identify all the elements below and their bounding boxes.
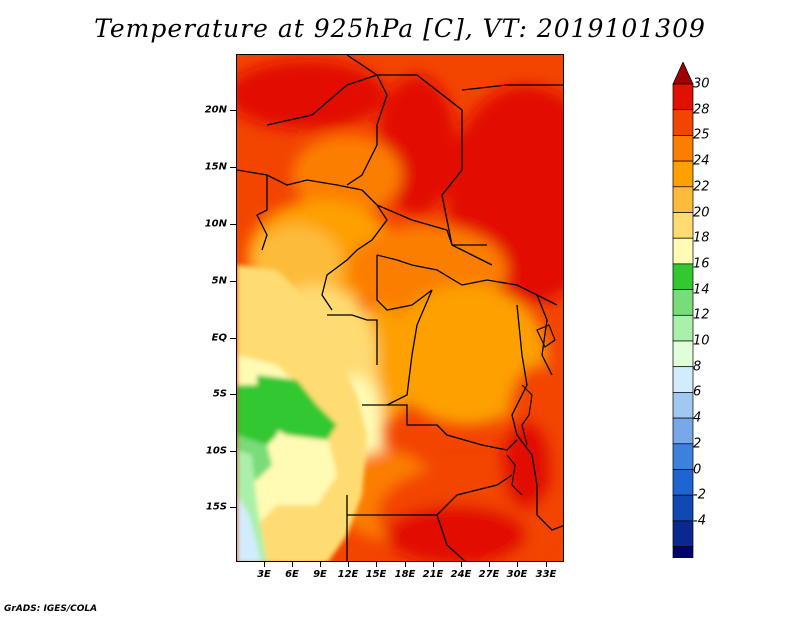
colorbar-label: 16 — [693, 256, 710, 272]
lon-tick — [320, 562, 321, 567]
temp-contours-coast — [237, 265, 367, 561]
colorbar-label: 20 — [693, 205, 710, 220]
lat-label-5n: 5N — [211, 275, 227, 287]
lat-tick — [230, 167, 236, 168]
colorbar-segment — [672, 109, 694, 136]
colorbar-segment — [672, 417, 694, 445]
map-canvas — [237, 55, 563, 561]
lat-tick — [230, 507, 236, 508]
lat-tick — [230, 110, 236, 111]
colorbar-label: 24 — [693, 153, 710, 169]
colorbar-segment — [672, 392, 694, 419]
lon-label-12e: 12E — [337, 569, 359, 580]
colorbar-label: 6 — [693, 384, 702, 400]
lat-tick — [230, 394, 236, 395]
lon-tick — [264, 562, 265, 567]
lat-label-10s: 10S — [205, 445, 227, 457]
lat-tick — [230, 224, 236, 225]
lat-label-10n: 10N — [204, 218, 227, 230]
lon-tick — [517, 562, 518, 567]
lon-tick — [433, 562, 434, 567]
colorbar-segment — [672, 212, 694, 239]
colorbar-label: 30 — [693, 76, 710, 92]
lon-label-27e: 27E — [478, 569, 500, 580]
lat-tick — [230, 281, 236, 282]
colorbar-label: 22 — [693, 179, 710, 195]
colorbar-segment — [672, 83, 694, 111]
colorbar-label: -2 — [693, 487, 706, 503]
lat-tick — [230, 451, 236, 452]
colorbar-segments — [672, 62, 694, 558]
lon-label-33e: 33E — [535, 569, 557, 580]
colorbar — [672, 62, 694, 558]
lon-tick — [376, 562, 377, 567]
colorbar-label: 28 — [693, 102, 710, 118]
lon-tick — [292, 562, 293, 567]
lat-label-15n: 15N — [204, 161, 227, 173]
lon-label-24e: 24E — [450, 569, 472, 580]
colorbar-label: 2 — [693, 436, 702, 452]
lakes — [506, 324, 556, 496]
lon-tick — [461, 562, 462, 567]
borders — [237, 55, 563, 561]
colorbar-label: -4 — [693, 513, 706, 529]
colorbar-top-arrow — [672, 62, 694, 85]
colorbar-segment — [672, 494, 694, 522]
colorbar-label: 8 — [693, 359, 702, 375]
lon-label-21e: 21E — [422, 569, 444, 580]
lon-tick — [348, 562, 349, 567]
lon-tick — [489, 562, 490, 567]
lat-label-20n: 20N — [204, 104, 227, 116]
chart-title: Temperature at 925hPa [C], VT: 201910130… — [94, 14, 706, 43]
colorbar-label: 10 — [693, 333, 710, 349]
temperature-field — [237, 55, 563, 561]
colorbar-segment — [672, 546, 694, 558]
colorbar-segment — [672, 314, 694, 342]
lon-label-18e: 18E — [394, 569, 416, 580]
colorbar-segment — [672, 160, 694, 188]
colorbar-label: 4 — [693, 410, 702, 426]
colorbar-segment — [672, 263, 694, 290]
colorbar-segment — [672, 289, 694, 316]
colorbar-label: 12 — [693, 307, 710, 323]
colorbar-label: 0 — [693, 462, 702, 477]
lon-tick — [546, 562, 547, 567]
footer-credit: GrADS: IGES/COLA — [4, 604, 98, 614]
lat-label-eq: EQ — [211, 332, 227, 344]
lat-label-15s: 15S — [205, 501, 227, 513]
colorbar-segment — [672, 469, 694, 496]
lon-label-15e: 15E — [365, 569, 387, 580]
colorbar-segment — [672, 186, 694, 213]
colorbar-segment — [672, 366, 694, 393]
lat-tick — [230, 338, 236, 339]
lon-label-9e: 9E — [313, 569, 327, 580]
colorbar-label: 14 — [693, 282, 710, 298]
colorbar-segment — [672, 520, 694, 547]
colorbar-label: 25 — [693, 127, 710, 143]
lon-tick — [405, 562, 406, 567]
colorbar-segment — [672, 340, 694, 368]
lat-label-5s: 5S — [212, 388, 227, 400]
colorbar-segment — [672, 135, 694, 162]
temperature-map — [236, 54, 564, 562]
colorbar-segment — [672, 237, 694, 265]
lon-label-30e: 30E — [506, 569, 528, 580]
colorbar-label: 18 — [693, 230, 710, 246]
lon-label-6e: 6E — [285, 569, 299, 580]
lon-label-3e: 3E — [257, 569, 271, 580]
colorbar-segment — [672, 443, 694, 470]
